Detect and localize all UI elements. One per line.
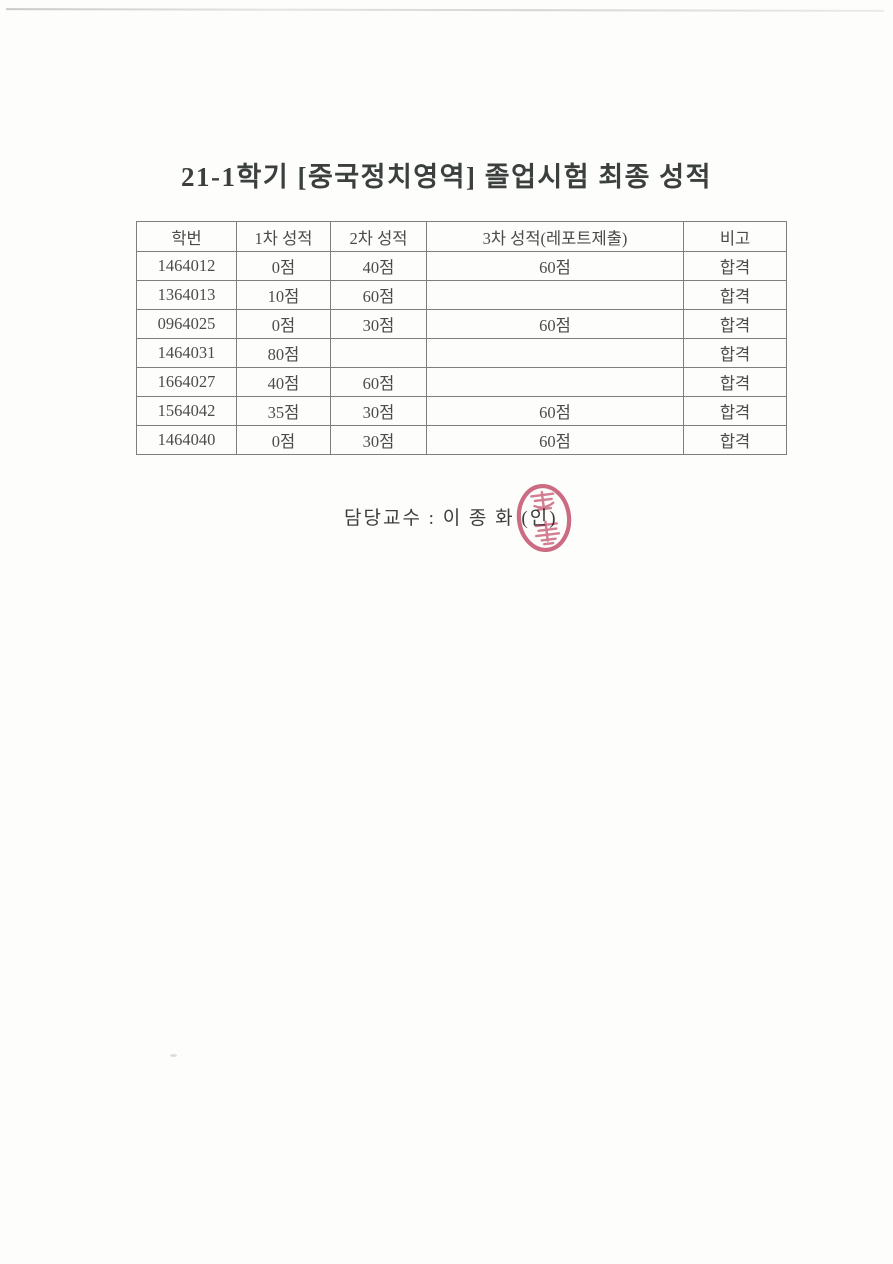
cell-remark: 합격 [683, 425, 787, 455]
cell-student-id: 0964025 [136, 309, 237, 339]
cell-score-1: 35점 [236, 396, 331, 426]
cell-score-1: 0점 [236, 309, 331, 339]
cell-score-1: 40점 [236, 367, 331, 397]
cell-remark: 합격 [683, 309, 787, 339]
cell-student-id: 1364013 [136, 280, 237, 310]
cell-score-3: 60점 [426, 425, 684, 455]
table-row: 0964025 0점 30점 60점 합격 [136, 309, 787, 339]
cell-score-3: 60점 [426, 251, 684, 281]
scan-artifact-speck [170, 1054, 177, 1057]
table-row: 1464031 80점 합격 [136, 338, 787, 368]
table-row: 1464040 0점 30점 60점 합격 [136, 425, 787, 455]
cell-remark: 합격 [683, 280, 787, 310]
cell-student-id: 1564042 [136, 396, 237, 426]
cell-score-3 [426, 338, 684, 368]
cell-score-2: 30점 [330, 425, 427, 455]
cell-student-id: 1664027 [136, 367, 237, 397]
cell-score-1: 80점 [236, 338, 331, 368]
cell-score-2: 60점 [330, 280, 427, 310]
header-score-3: 3차 성적(레포트제출) [426, 221, 684, 252]
cell-score-1: 0점 [236, 425, 331, 455]
table-row: 1364013 10점 60점 합격 [136, 280, 787, 310]
header-score-2: 2차 성적 [330, 221, 427, 252]
cell-score-2: 30점 [330, 309, 427, 339]
cell-score-3: 60점 [426, 396, 684, 426]
header-student-id: 학번 [136, 221, 237, 252]
cell-remark: 합격 [683, 251, 787, 281]
cell-student-id: 1464040 [136, 425, 237, 455]
cell-score-2: 40점 [330, 251, 427, 281]
cell-remark: 합격 [683, 396, 787, 426]
cell-score-1: 0점 [236, 251, 331, 281]
table-row: 1564042 35점 30점 60점 합격 [136, 396, 787, 426]
cell-score-3 [426, 280, 684, 310]
table-header-row: 학번 1차 성적 2차 성적 3차 성적(레포트제출) 비고 [136, 221, 787, 252]
cell-remark: 합격 [683, 367, 787, 397]
cell-student-id: 1464012 [136, 251, 237, 281]
scan-artifact-line [5, 8, 885, 12]
score-table: 학번 1차 성적 2차 성적 3차 성적(레포트제출) 비고 1464012 0… [136, 221, 787, 455]
cell-score-1: 10점 [236, 280, 331, 310]
header-remark: 비고 [683, 221, 787, 252]
cell-score-2 [330, 338, 427, 368]
table-row: 1664027 40점 60점 합격 [136, 367, 787, 397]
professor-signature-line: 담당교수 : 이 종 화 (인) [344, 508, 558, 529]
table-row: 1464012 0점 40점 60점 합격 [136, 251, 787, 281]
cell-score-2: 30점 [330, 396, 427, 426]
cell-score-3: 60점 [426, 309, 684, 339]
cell-score-3 [426, 367, 684, 397]
cell-score-2: 60점 [330, 367, 427, 397]
cell-student-id: 1464031 [136, 338, 237, 368]
header-score-1: 1차 성적 [236, 221, 331, 252]
cell-remark: 합격 [683, 338, 787, 368]
document-title: 21-1학기 [중국정치영역] 졸업시험 최종 성적 [181, 162, 712, 192]
